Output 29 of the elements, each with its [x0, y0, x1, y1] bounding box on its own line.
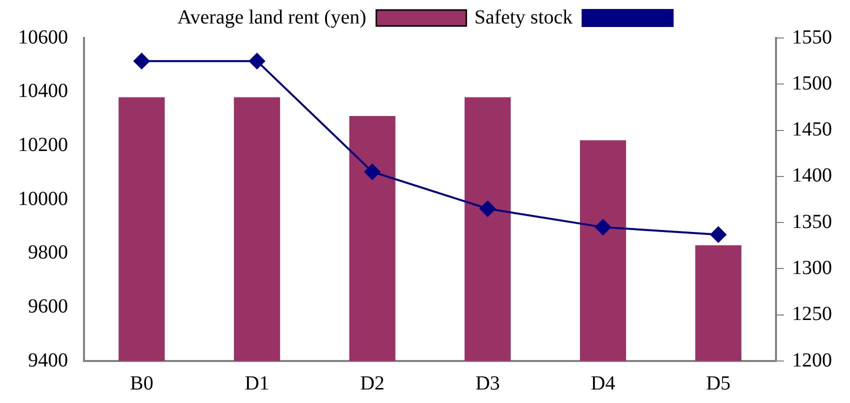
y-tick-label: 10400	[18, 80, 68, 102]
y2-tick-label: 1300	[792, 256, 832, 279]
x-tick-label: D3	[475, 372, 500, 394]
x-tick-label: D2	[360, 372, 385, 394]
point	[710, 226, 726, 243]
y2-tick-label: 1400	[792, 164, 832, 187]
y-tick-label: 9600	[28, 295, 68, 318]
y-tick-label: 10600	[18, 26, 68, 48]
legend-label: Average land rent (yen)	[177, 6, 366, 28]
x-tick-label: D1	[244, 372, 270, 394]
y-tick-label: 9400	[28, 349, 68, 372]
y-tick-label: 10200	[18, 134, 68, 156]
y-tick-label: 10000	[18, 188, 68, 210]
x-tick-label: D5	[706, 372, 731, 394]
point	[134, 53, 150, 70]
y2-tick-label: 1450	[792, 118, 832, 141]
x-tick-label: B0	[130, 372, 154, 394]
point	[249, 53, 265, 70]
y-tick-label: 9800	[28, 242, 68, 264]
y2-tick-label: 1500	[792, 72, 832, 94]
point	[480, 200, 496, 217]
point	[595, 219, 611, 236]
y2-tick-label: 1250	[792, 303, 832, 326]
y2-tick-label: 1200	[792, 349, 832, 372]
y2-tick-label: 1350	[792, 210, 832, 233]
y2-tick-label: 1550	[792, 26, 832, 48]
legend-label: Safety stock	[474, 6, 573, 28]
point	[364, 164, 380, 180]
x-tick-label: D4	[590, 372, 616, 394]
